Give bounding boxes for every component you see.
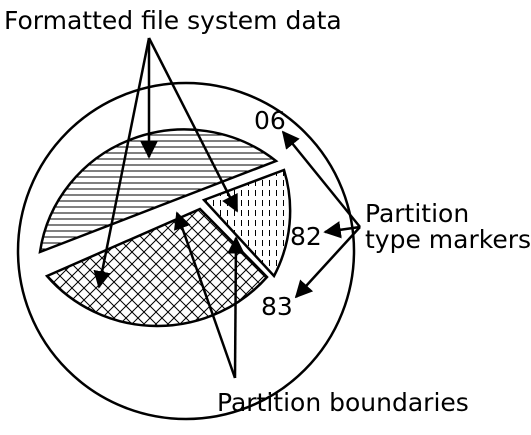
marker-83-label: 83 bbox=[261, 292, 293, 321]
arrow-markers-to-06 bbox=[281, 130, 361, 228]
arrow-data-to-partition-3 bbox=[147, 37, 239, 213]
partition-2-region bbox=[44, 207, 269, 328]
partition-markers-label-line2: type markers bbox=[365, 225, 531, 254]
arrow-markers-to-82 bbox=[323, 221, 361, 239]
arrow-data-to-partition-2 bbox=[93, 37, 151, 289]
arrow-boundaries-to-boundary-2 bbox=[227, 236, 245, 379]
arrow-markers-to-83 bbox=[294, 226, 361, 299]
formatted-data-label: Formatted file system data bbox=[4, 6, 342, 35]
partition-1-region bbox=[38, 128, 279, 254]
arrow-boundaries-to-boundary-1 bbox=[173, 211, 237, 379]
marker-82-label: 82 bbox=[290, 222, 322, 251]
marker-06-label: 06 bbox=[254, 106, 286, 135]
partition-markers-label-line1: Partition bbox=[365, 199, 469, 228]
partition-boundaries-label: Partition boundaries bbox=[217, 388, 469, 417]
